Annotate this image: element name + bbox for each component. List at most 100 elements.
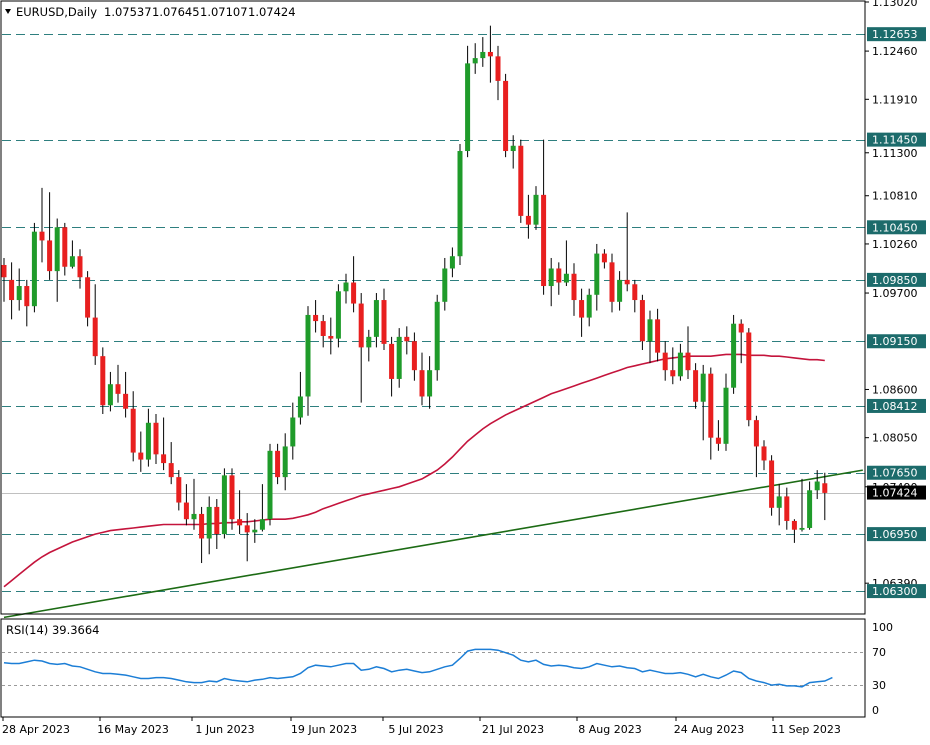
trendline-layer	[3, 469, 863, 619]
price-axis-label: 1.11300	[872, 147, 918, 160]
candle	[776, 484, 782, 526]
candle-body	[366, 336, 372, 348]
candle	[153, 414, 159, 464]
level-tag-bg	[867, 272, 926, 287]
rsi-axis-label: 100	[872, 621, 893, 634]
symbol-menu-icon[interactable]	[5, 9, 11, 14]
candle-body	[662, 352, 668, 371]
candle	[419, 352, 425, 406]
candle-body	[107, 384, 113, 406]
level-tag-label: 1.09850	[872, 274, 918, 287]
candle-body	[138, 452, 144, 460]
candle	[77, 249, 83, 289]
candle	[708, 367, 714, 460]
date-axis-label: 28 Apr 2023	[2, 723, 70, 736]
candle-body	[442, 268, 448, 302]
candle-body	[9, 279, 15, 301]
candle-body	[130, 408, 136, 453]
level-price-tags: 1.12653 1.11450 1.10450 1.09850 1.09150 1.084…	[867, 27, 926, 599]
candle	[16, 268, 22, 311]
candle	[358, 293, 364, 403]
candle	[487, 25, 493, 83]
candle	[655, 308, 661, 362]
candle-body	[487, 51, 493, 57]
candle-body	[92, 317, 98, 357]
candle	[731, 314, 737, 394]
price-axis-label: 1.10810	[872, 190, 918, 203]
candle	[685, 326, 691, 379]
price-axis-label: 1.12460	[872, 45, 918, 58]
level-tag-label: 1.12653	[872, 28, 918, 41]
candle-body	[563, 273, 569, 283]
candle-body	[495, 56, 501, 81]
candle-body	[206, 506, 212, 539]
candle-body	[700, 373, 706, 402]
candle	[145, 408, 151, 467]
candle-body	[579, 300, 585, 318]
candle	[814, 470, 820, 500]
ohlc-high: 1.07645	[152, 5, 200, 19]
date-axis-label: 24 Aug 2023	[674, 723, 744, 736]
candles-layer	[1, 25, 828, 564]
candle	[107, 371, 113, 412]
candle-body	[320, 321, 326, 336]
candle	[389, 336, 395, 397]
candle-body	[601, 253, 607, 263]
candle-body	[791, 520, 797, 530]
candle-body	[115, 384, 121, 394]
candle	[510, 135, 516, 169]
price-axis-label: 1.09700	[872, 287, 918, 300]
candle-body	[746, 332, 752, 421]
candle	[381, 288, 387, 351]
candle	[62, 222, 68, 276]
candle	[761, 440, 767, 471]
candle	[427, 356, 433, 409]
candle-body	[313, 314, 319, 322]
candle-body	[328, 335, 334, 339]
candle-body	[252, 529, 258, 533]
candle-body	[723, 387, 729, 444]
candle	[799, 478, 805, 532]
candle-body	[799, 527, 805, 530]
candle	[563, 240, 569, 287]
candle-body	[153, 422, 159, 455]
candle-body	[639, 300, 645, 342]
price-pane-frame	[0, 0, 866, 615]
candle	[586, 288, 592, 327]
candle	[700, 364, 706, 441]
candle-body	[335, 291, 341, 339]
candle	[100, 347, 106, 415]
candle-body	[54, 227, 60, 272]
candle-body	[145, 422, 151, 460]
price-axis-label: 1.11910	[872, 93, 918, 106]
candle-body	[161, 454, 167, 464]
candle-body	[807, 490, 813, 528]
rsi-axis-label: 30	[872, 679, 886, 692]
candle-body	[647, 319, 653, 342]
candle-body	[183, 502, 189, 520]
level-tag-bg	[867, 398, 926, 413]
candle	[1, 257, 7, 302]
candle	[229, 468, 235, 530]
candle	[639, 294, 645, 351]
candle-body	[533, 194, 539, 225]
candle-body	[297, 396, 303, 418]
candle-body	[62, 227, 68, 267]
price-axis: 1.13020 1.12460 1.11910 1.11300 1.10810 1.102…	[865, 0, 918, 590]
candle-body	[518, 145, 524, 216]
date-axis-label: 1 Jun 2023	[195, 723, 254, 736]
candle	[199, 506, 205, 564]
candle-body	[404, 336, 410, 342]
candle	[297, 371, 303, 425]
candle-body	[761, 446, 767, 461]
rsi-title: RSI(14) 39.3664	[6, 623, 100, 637]
candle-body	[822, 483, 828, 493]
candle	[503, 73, 509, 158]
candle	[533, 186, 539, 230]
candle-body	[556, 268, 562, 283]
candle-body	[434, 301, 440, 371]
candle-body	[47, 240, 53, 272]
candle	[449, 247, 455, 278]
